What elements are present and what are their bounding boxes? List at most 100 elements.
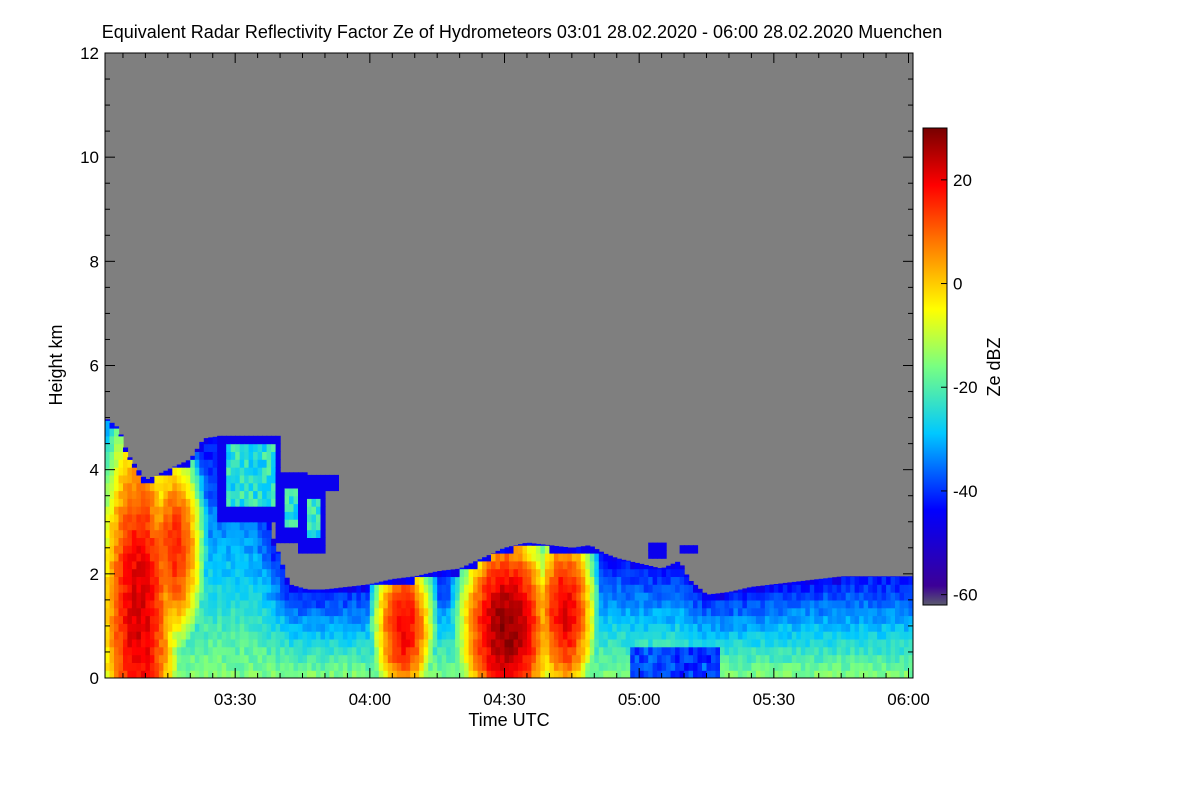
- echo-cell: [208, 537, 214, 546]
- echo-cell: [275, 646, 281, 656]
- echo-cell: [500, 584, 506, 593]
- echo-cell: [527, 670, 533, 678]
- echo-cell: [531, 545, 537, 554]
- echo-cell: [369, 646, 375, 656]
- echo-cell: [850, 592, 856, 601]
- echo-cell: [720, 654, 726, 663]
- echo-cell: [127, 521, 133, 531]
- echo-cell: [320, 592, 326, 601]
- echo-cell: [154, 513, 160, 523]
- echo-cell: [235, 638, 241, 648]
- echo-cell: [446, 646, 452, 656]
- echo-patch-cell: [221, 498, 227, 507]
- echo-cell: [544, 568, 550, 577]
- colorbar-tick-label: -20: [953, 378, 978, 397]
- echo-cell: [895, 615, 901, 624]
- echo-cell: [123, 654, 129, 663]
- echo-cell: [589, 654, 595, 663]
- echo-cell: [190, 474, 196, 484]
- echo-cell: [666, 607, 672, 617]
- echo-cell: [868, 607, 874, 617]
- echo-cell: [607, 646, 613, 656]
- echo-patch-cell: [329, 474, 335, 484]
- echo-cell: [307, 589, 313, 593]
- echo-cell: [464, 576, 470, 585]
- echo-cell: [845, 654, 851, 663]
- echo-cell: [140, 513, 146, 523]
- echo-cell: [751, 607, 757, 617]
- echo-cell: [724, 592, 730, 601]
- echo-cell: [194, 654, 200, 663]
- echo-patch-cell: [244, 506, 250, 515]
- echo-cell: [351, 599, 357, 609]
- echo-cell: [432, 631, 438, 640]
- echo-cell: [145, 521, 151, 531]
- echo-cell: [109, 428, 115, 437]
- echo-cell: [711, 593, 717, 601]
- echo-cell: [823, 599, 829, 609]
- echo-cell: [491, 670, 497, 678]
- echo-cell: [163, 654, 169, 663]
- echo-cell: [643, 607, 649, 617]
- echo-cell: [293, 638, 299, 648]
- echo-cell: [325, 638, 331, 648]
- echo-cell: [639, 607, 645, 617]
- echo-cell: [863, 662, 869, 671]
- echo-patch-cell: [253, 513, 259, 523]
- echo-cell: [706, 623, 712, 632]
- echo-cell: [194, 560, 200, 570]
- echo-cell: [244, 521, 250, 531]
- echo-cell: [199, 441, 205, 445]
- echo-cell: [657, 662, 663, 671]
- echo-cell: [764, 631, 770, 640]
- echo-cell: [212, 443, 218, 452]
- echo-cell: [262, 607, 268, 617]
- echo-cell: [890, 638, 896, 648]
- echo-cell: [410, 638, 416, 648]
- echo-cell: [791, 631, 797, 640]
- echo-cell: [657, 592, 663, 601]
- echo-cell: [320, 654, 326, 663]
- echo-cell: [239, 568, 245, 577]
- echo-cell: [266, 584, 272, 593]
- echo-cell: [266, 553, 272, 562]
- echo-cell: [890, 662, 896, 671]
- echo-cell: [706, 638, 712, 648]
- echo-cell: [149, 560, 155, 570]
- echo-cell: [432, 571, 438, 578]
- echo-cell: [841, 592, 847, 601]
- echo-cell: [805, 623, 811, 632]
- echo-cell: [473, 584, 479, 593]
- echo-patch-cell: [325, 474, 331, 484]
- echo-cell: [123, 615, 129, 624]
- echo-cell: [863, 607, 869, 617]
- echo-cell: [643, 646, 649, 656]
- echo-cell: [217, 646, 223, 656]
- echo-cell: [504, 599, 510, 609]
- echo-cell: [226, 584, 232, 593]
- echo-patch-cell: [226, 451, 232, 460]
- echo-cell: [455, 584, 461, 593]
- echo-cell: [616, 646, 622, 656]
- echo-cell: [145, 592, 151, 601]
- echo-cell: [181, 521, 187, 531]
- echo-cell: [589, 631, 595, 640]
- echo-cell: [652, 592, 658, 601]
- echo-cell: [899, 576, 905, 585]
- echo-cell: [827, 615, 833, 624]
- echo-cell: [473, 623, 479, 632]
- echo-cell: [194, 568, 200, 577]
- echo-cell: [118, 623, 124, 632]
- echo-cell: [172, 529, 178, 538]
- y-tick-label: 6: [90, 357, 99, 376]
- echo-cell: [190, 490, 196, 499]
- echo-cell: [625, 607, 631, 617]
- echo-cell: [751, 670, 757, 678]
- echo-cell: [657, 568, 663, 570]
- echo-cell: [854, 654, 860, 663]
- echo-cell: [845, 615, 851, 624]
- echo-cell: [841, 631, 847, 640]
- echo-patch-cell: [275, 435, 281, 445]
- echo-cell: [809, 592, 815, 601]
- echo-cell: [239, 599, 245, 609]
